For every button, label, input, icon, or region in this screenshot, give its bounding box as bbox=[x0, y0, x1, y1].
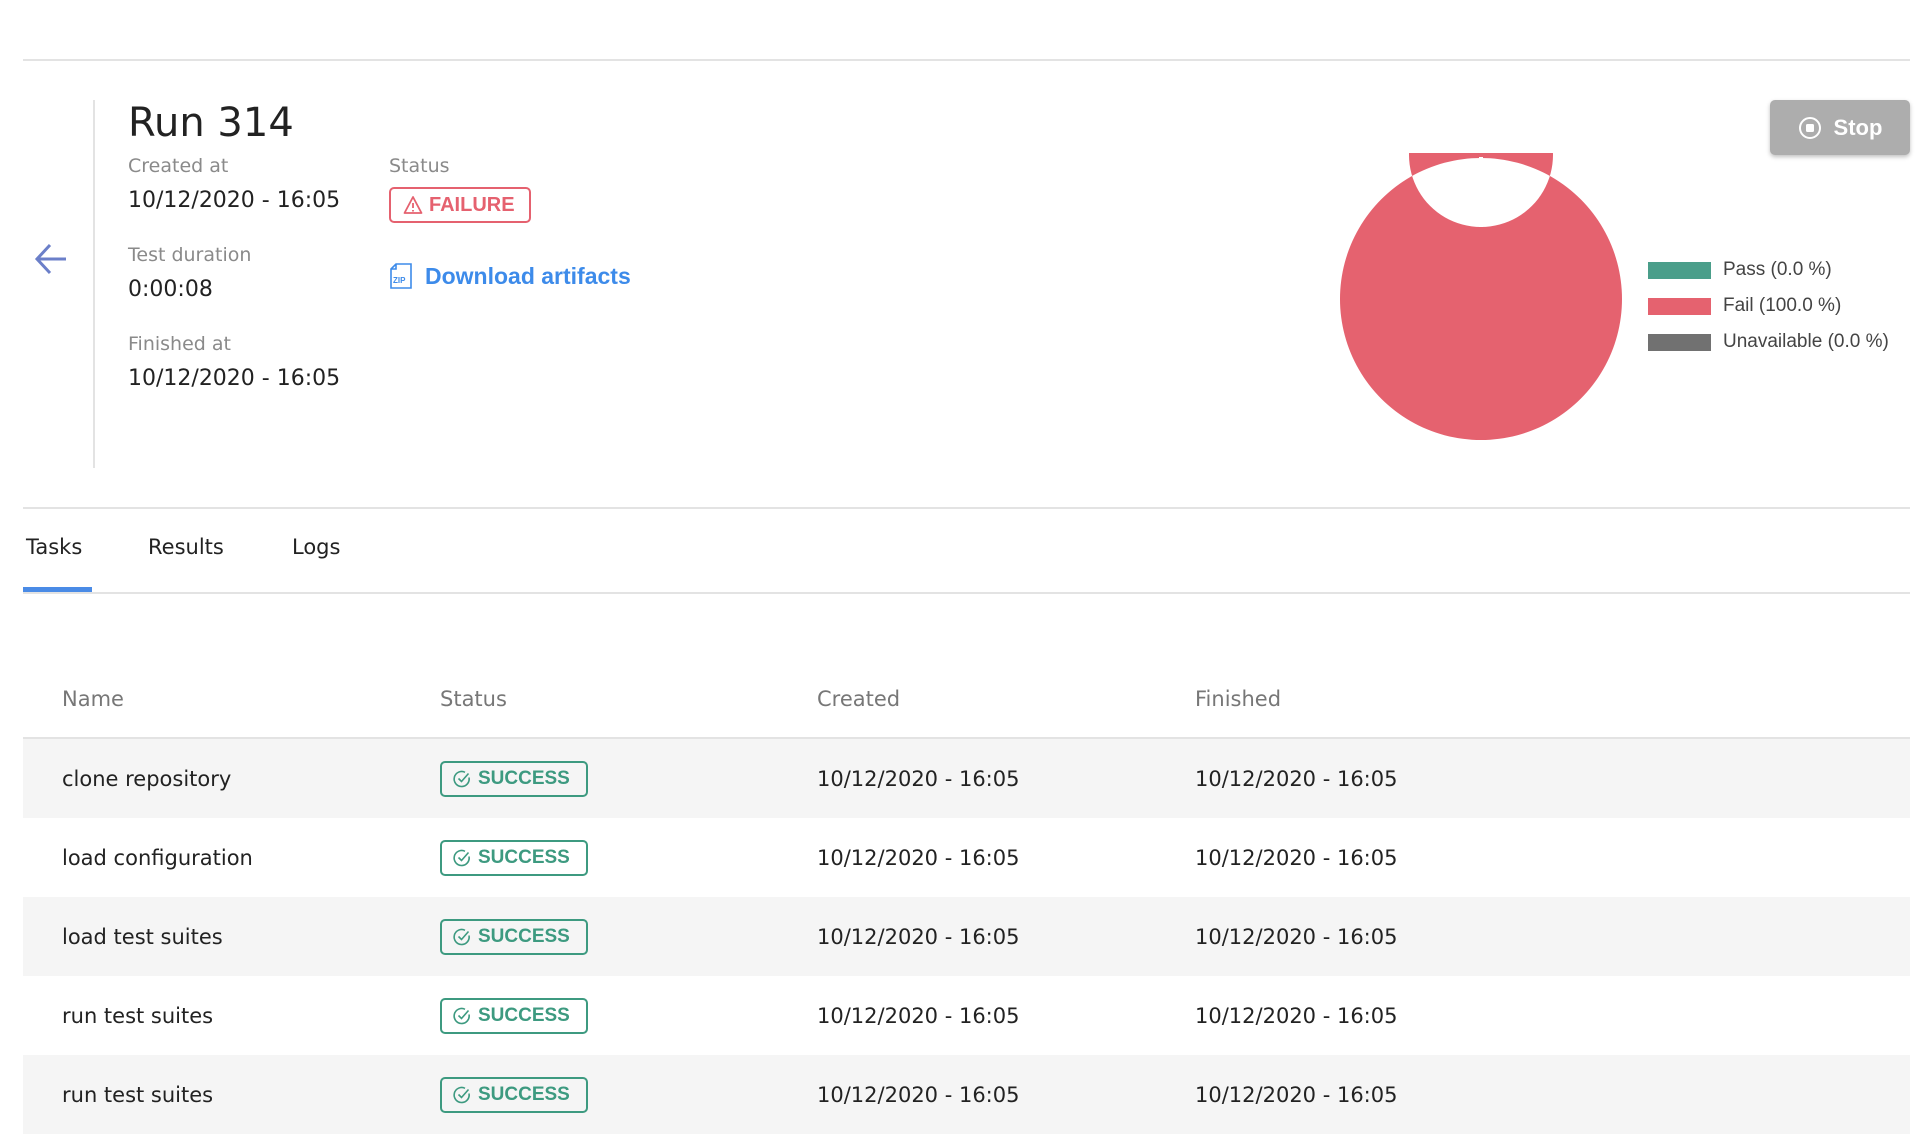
stop-label: Stop bbox=[1833, 114, 1883, 140]
task-finished: 10/12/2020 - 16:05 bbox=[1195, 1082, 1398, 1107]
legend-item-fail: Fail (100.0 %) bbox=[1648, 288, 1889, 324]
task-name: load configuration bbox=[62, 845, 253, 870]
section-divider bbox=[23, 507, 1910, 509]
task-status: SUCCESS bbox=[440, 976, 588, 1055]
task-status: SUCCESS bbox=[440, 739, 588, 818]
table-header-divider bbox=[23, 737, 1910, 739]
stop-button[interactable]: Stop bbox=[1770, 100, 1910, 155]
task-created: 10/12/2020 - 16:05 bbox=[817, 766, 1020, 791]
donut-slice bbox=[1340, 153, 1622, 440]
top-divider bbox=[23, 59, 1910, 61]
task-created: 10/12/2020 - 16:05 bbox=[817, 924, 1020, 949]
tab-results[interactable]: Results bbox=[148, 535, 224, 559]
table-row[interactable]: run test suites SUCCESS 10/12/2020 - 16:… bbox=[23, 1055, 1910, 1134]
success-badge: SUCCESS bbox=[440, 997, 588, 1034]
success-badge: SUCCESS bbox=[440, 1076, 588, 1113]
warning-icon bbox=[403, 196, 423, 214]
task-created: 10/12/2020 - 16:05 bbox=[817, 845, 1020, 870]
status-badge: FAILURE bbox=[389, 187, 531, 223]
legend-label: Pass (0.0 %) bbox=[1723, 259, 1832, 280]
task-finished: 10/12/2020 - 16:05 bbox=[1195, 1003, 1398, 1028]
active-tab-indicator bbox=[23, 587, 92, 592]
duration-label: Test duration bbox=[128, 244, 252, 266]
table-row[interactable]: run test suites SUCCESS 10/12/2020 - 16:… bbox=[23, 976, 1910, 1055]
legend-swatch bbox=[1648, 297, 1711, 315]
vertical-divider bbox=[93, 100, 95, 468]
task-status: SUCCESS bbox=[440, 1055, 588, 1134]
check-circle-icon bbox=[453, 1086, 470, 1103]
status-text: SUCCESS bbox=[478, 1004, 570, 1026]
tabs-divider bbox=[23, 592, 1910, 594]
check-circle-icon bbox=[453, 770, 470, 787]
task-name: run test suites bbox=[62, 1082, 214, 1107]
task-created: 10/12/2020 - 16:05 bbox=[817, 1003, 1020, 1028]
task-created: 10/12/2020 - 16:05 bbox=[817, 1082, 1020, 1107]
column-header-finished[interactable]: Finished bbox=[1195, 687, 1282, 711]
check-circle-icon bbox=[453, 1007, 470, 1024]
status-text: SUCCESS bbox=[478, 925, 570, 947]
check-circle-icon bbox=[453, 928, 470, 945]
page-title: Run 314 bbox=[128, 100, 294, 146]
table-row[interactable]: load configuration SUCCESS 10/12/2020 - … bbox=[23, 818, 1910, 897]
legend-item-pass: Pass (0.0 %) bbox=[1648, 252, 1889, 288]
duration-value: 0:00:08 bbox=[128, 277, 213, 302]
legend-swatch bbox=[1648, 261, 1711, 279]
created-label: Created at bbox=[128, 155, 229, 177]
tab-logs[interactable]: Logs bbox=[292, 535, 341, 559]
task-status: SUCCESS bbox=[440, 897, 588, 976]
legend-swatch bbox=[1648, 333, 1711, 351]
status-text: SUCCESS bbox=[478, 846, 570, 868]
stop-icon bbox=[1798, 116, 1821, 139]
download-artifacts-link[interactable]: ZIP Download artifacts bbox=[389, 262, 631, 290]
status-text: SUCCESS bbox=[478, 1083, 570, 1105]
check-circle-icon bbox=[453, 849, 470, 866]
column-header-status[interactable]: Status bbox=[440, 687, 507, 711]
arrow-left-icon bbox=[34, 243, 66, 275]
task-status: SUCCESS bbox=[440, 818, 588, 897]
table-row[interactable]: load test suites SUCCESS 10/12/2020 - 16… bbox=[23, 897, 1910, 976]
task-name: clone repository bbox=[62, 766, 232, 791]
task-name: load test suites bbox=[62, 924, 223, 949]
task-finished: 10/12/2020 - 16:05 bbox=[1195, 766, 1398, 791]
download-artifacts-label: Download artifacts bbox=[425, 262, 631, 289]
finished-value: 10/12/2020 - 16:05 bbox=[128, 366, 341, 391]
column-header-name[interactable]: Name bbox=[62, 687, 124, 711]
created-value: 10/12/2020 - 16:05 bbox=[128, 188, 341, 213]
task-finished: 10/12/2020 - 16:05 bbox=[1195, 924, 1398, 949]
table-row[interactable]: clone repository SUCCESS 10/12/2020 - 16… bbox=[23, 739, 1910, 818]
back-button[interactable] bbox=[34, 242, 68, 280]
result-donut-chart bbox=[1340, 153, 1622, 440]
chart-legend: Pass (0.0 %) Fail (100.0 %) Unavailable … bbox=[1648, 252, 1889, 360]
column-header-created[interactable]: Created bbox=[817, 687, 901, 711]
legend-label: Unavailable (0.0 %) bbox=[1723, 331, 1889, 352]
tab-tasks[interactable]: Tasks bbox=[26, 535, 83, 559]
legend-label: Fail (100.0 %) bbox=[1723, 295, 1842, 316]
status-text: FAILURE bbox=[429, 193, 515, 216]
finished-label: Finished at bbox=[128, 333, 231, 355]
task-name: run test suites bbox=[62, 1003, 214, 1028]
status-label: Status bbox=[389, 155, 450, 177]
zip-file-icon: ZIP bbox=[390, 263, 412, 289]
success-badge: SUCCESS bbox=[440, 839, 588, 876]
legend-item-unavailable: Unavailable (0.0 %) bbox=[1648, 324, 1889, 360]
success-badge: SUCCESS bbox=[440, 760, 588, 797]
status-text: SUCCESS bbox=[478, 767, 570, 789]
success-badge: SUCCESS bbox=[440, 918, 588, 955]
task-finished: 10/12/2020 - 16:05 bbox=[1195, 845, 1398, 870]
svg-text:ZIP: ZIP bbox=[393, 276, 406, 285]
